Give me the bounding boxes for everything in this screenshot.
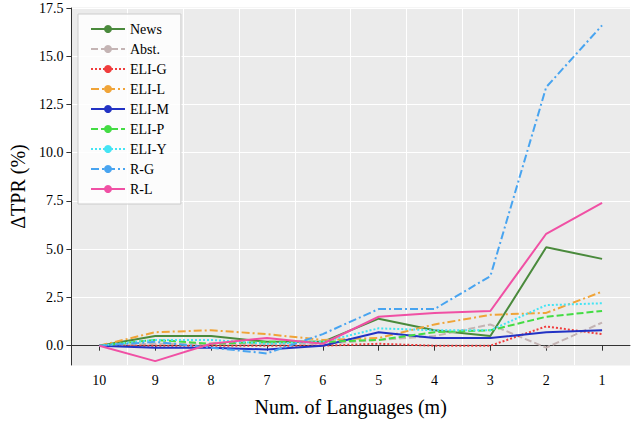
svg-text:7.5: 7.5	[46, 193, 64, 208]
svg-text:1: 1	[599, 373, 606, 388]
svg-text:8: 8	[208, 373, 215, 388]
svg-text:7: 7	[263, 373, 270, 388]
svg-text:2: 2	[543, 373, 550, 388]
svg-text:ELI-G: ELI-G	[130, 62, 167, 77]
svg-text:17.5: 17.5	[39, 1, 64, 16]
svg-text:R-G: R-G	[130, 162, 154, 177]
svg-text:6: 6	[319, 373, 326, 388]
svg-text:ELI-Y: ELI-Y	[130, 142, 167, 157]
svg-text:R-L: R-L	[130, 182, 153, 197]
svg-text:0.0: 0.0	[46, 338, 64, 353]
svg-text:12.5: 12.5	[39, 97, 64, 112]
svg-text:ELI-P: ELI-P	[130, 122, 164, 137]
svg-text:ΔTPR (%): ΔTPR (%)	[7, 144, 30, 229]
svg-text:15.0: 15.0	[39, 49, 64, 64]
svg-text:Abst.: Abst.	[130, 42, 160, 57]
svg-text:Num. of Languages (m): Num. of Languages (m)	[255, 396, 447, 419]
svg-text:10: 10	[92, 373, 106, 388]
svg-text:9: 9	[152, 373, 159, 388]
svg-text:News: News	[130, 22, 162, 37]
svg-text:10.0: 10.0	[39, 145, 64, 160]
svg-text:3: 3	[487, 373, 494, 388]
svg-text:ELI-M: ELI-M	[130, 102, 169, 117]
svg-text:4: 4	[431, 373, 438, 388]
svg-text:5: 5	[375, 373, 382, 388]
svg-text:2.5: 2.5	[46, 290, 64, 305]
svg-text:ELI-L: ELI-L	[130, 82, 165, 97]
svg-text:5.0: 5.0	[46, 242, 64, 257]
